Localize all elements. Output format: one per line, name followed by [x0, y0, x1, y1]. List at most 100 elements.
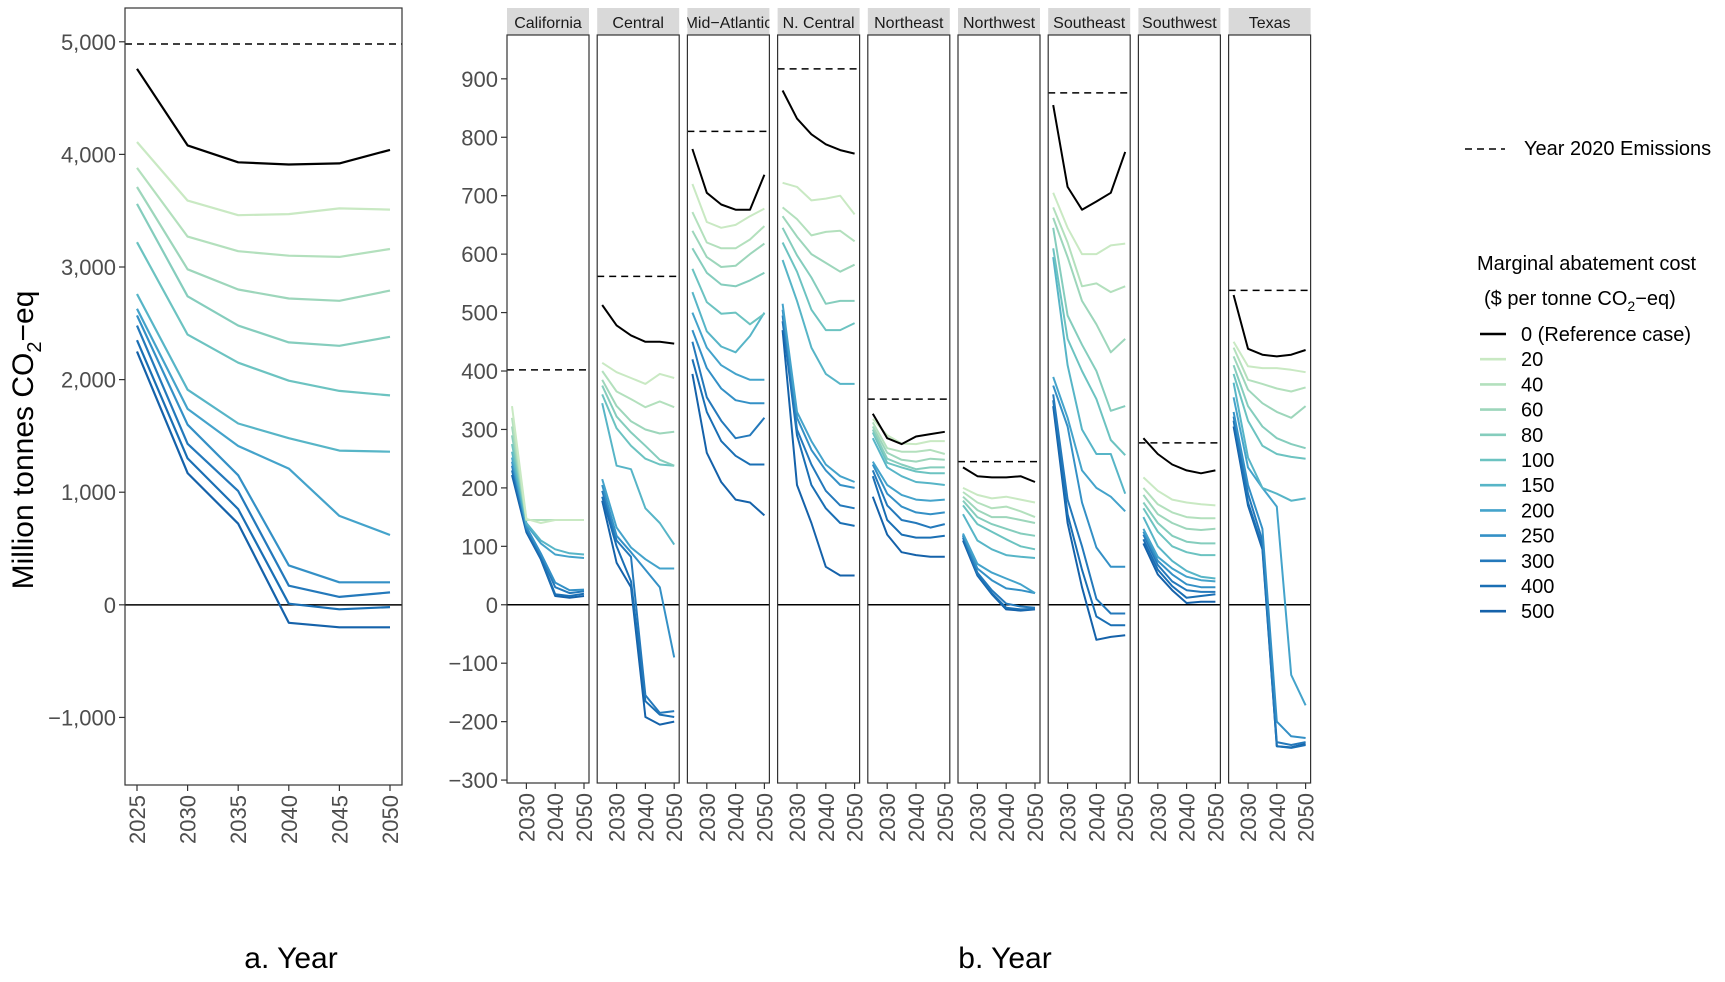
facet-series-line-500 [781, 330, 855, 577]
facet-plot-area [507, 369, 589, 606]
panel-a-x-axis-title: a. Year [244, 942, 337, 975]
panel-a-y-axis-title: Million tonnes CO2−eq [7, 291, 46, 590]
panel-a-series-line-200 [136, 308, 391, 537]
facet-series-line-300 [1142, 534, 1216, 593]
facet-series-line-500 [1142, 542, 1216, 604]
panel-a-national: 5,000 4,000 3,000 2,000 1,000 0 −1,000 2025 203… [7, 7, 403, 975]
panel-b-y-tick-label: 100 [461, 534, 498, 559]
panel-b-y-tick-label: −100 [448, 651, 498, 676]
facet-series-line-300 [1052, 394, 1126, 615]
legend: Year 2020 Emissions Marginal abatement c… [1465, 138, 1711, 623]
facet-southwest: Southwest 2030 2040 2050 [1137, 8, 1228, 842]
panel-a-series-line-400 [135, 339, 391, 611]
facet-strip [958, 8, 1040, 35]
facet-series-line-250 [1142, 531, 1216, 589]
facet-x-tick-label: 2050 [1203, 793, 1228, 842]
facet-series-line-200 [871, 461, 945, 502]
facet-series-line-40 [962, 491, 1036, 519]
facet-strip-label: Northwest [963, 15, 1036, 32]
facet-series-line-20 [782, 181, 856, 216]
y-title-subscript: 2 [24, 342, 46, 353]
facet-strip-label: N. Central [783, 15, 855, 32]
facet-series-line-80 [1232, 364, 1306, 450]
panel-b-y-axis: 900 800 700 600 500 400 300 200 100 0 −100 −200 −300 [448, 67, 507, 793]
facet-series-line-20 [691, 183, 765, 229]
panel-a-series-line-100 [136, 241, 391, 397]
facet-frame [596, 34, 680, 784]
facet-x-tick-label: 2050 [1113, 793, 1138, 842]
facet-series-line-40 [1232, 347, 1306, 393]
panel-b-x-axis-title: b. Year [958, 942, 1051, 975]
panel-b-y-tick-label: 300 [461, 417, 498, 442]
facet-series-line-300 [781, 315, 855, 510]
facet-series-line-250 [871, 464, 945, 516]
facet-series-line-200 [691, 312, 765, 381]
panel-a-x-tick-label: 2045 [327, 795, 352, 844]
facet-series-line-40 [1052, 207, 1126, 294]
facet-series-line-80 [601, 385, 675, 467]
facet-series-line-0 [1232, 294, 1306, 358]
panel-a-series-line-150 [136, 293, 391, 453]
panel-a-x-tick-label: 2050 [378, 795, 403, 844]
legend-title-line1: Marginal abatement cost [1477, 253, 1696, 275]
facet-x-tick-label: 2030 [1056, 793, 1081, 842]
panel-a-y-tick-label: 2,000 [61, 368, 116, 393]
facet-series-line-0 [962, 466, 1036, 483]
panel-a-series-line-500 [135, 351, 390, 629]
facet-series-line-20 [1052, 192, 1126, 256]
facet-x-tick-label: 2050 [752, 793, 777, 842]
facet-strip-label: Northeast [874, 15, 944, 32]
panel-a-y-tick-label: 0 [104, 593, 116, 618]
facet-series-line-300 [1232, 416, 1306, 746]
legend-reference-label: Year 2020 Emissions [1524, 138, 1711, 160]
facet-series-line-300 [871, 470, 946, 529]
facet-x-tick-label: 2040 [994, 793, 1019, 842]
facet-x-tick-label: 2030 [1236, 793, 1261, 842]
facet-series-line-80 [1142, 501, 1216, 545]
facet-series-line-100 [1142, 507, 1216, 557]
facet-frame [1137, 34, 1222, 784]
facet-northwest: Northwest 2030 2040 2050 [957, 8, 1048, 842]
facet-series-line-60 [962, 495, 1036, 524]
facet-plot-area [777, 68, 860, 606]
facet-strip [507, 8, 589, 35]
panel-b-regional: 900 800 700 600 500 400 300 200 100 0 −100 −200 −300… [448, 8, 1319, 975]
facet-series-line-40 [1142, 487, 1216, 520]
facet-series-line-80 [691, 247, 765, 288]
facet-plot-area [687, 130, 770, 606]
facet-x-tick-label: 2040 [724, 793, 749, 842]
facet-x-tick-label: 2040 [1175, 793, 1200, 842]
facet-strip [777, 8, 860, 35]
facet-series-line-80 [962, 500, 1036, 537]
facet-series-line-0 [1052, 104, 1127, 211]
legend-entries: 0 (Reference case) 20 40 60 80 100 150 200 250 30… [1480, 324, 1691, 623]
panel-a-series-line-40 [136, 167, 391, 258]
facet-x-tick-label: 2030 [605, 793, 630, 842]
facet-series-line-400 [781, 321, 855, 527]
panel-a-series-line-300 [135, 325, 391, 598]
facet-series-line-20 [511, 405, 584, 524]
panel-a-series-line-0 [136, 68, 391, 166]
panel-a-series-line-60 [136, 186, 391, 302]
panel-a-x-tick-label: 2040 [277, 795, 302, 844]
facet-series-line-0 [601, 304, 675, 345]
facet-series-line-500 [691, 373, 766, 517]
facet-frame [1047, 34, 1131, 784]
facet-x-tick-label: 2050 [1294, 793, 1319, 842]
facet-series-line-400 [962, 537, 1036, 611]
facet-series-line-80 [781, 227, 855, 305]
panel-b-y-tick-label: 400 [461, 359, 498, 384]
facet-series-line-150 [691, 291, 766, 354]
panel-b-y-tick-label: 800 [461, 125, 498, 150]
panel-a-series-line-250 [136, 314, 390, 584]
facet-series-line-250 [601, 484, 676, 658]
facet-series-line-200 [1232, 397, 1307, 706]
facet-series-line-500 [871, 496, 945, 558]
facet-northeast: Northeast 2030 2040 2050 [867, 8, 958, 842]
panel-a-x-axis: 2025 2030 2035 2040 2045 2050 [125, 785, 403, 844]
facet-strip-label: California [514, 15, 582, 32]
legend-entry-label: 250 [1521, 526, 1554, 548]
panel-a-x-tick-label: 2030 [176, 795, 201, 844]
facet-x-tick-label: 2040 [904, 793, 929, 842]
facet-strip-label: Central [612, 15, 664, 32]
